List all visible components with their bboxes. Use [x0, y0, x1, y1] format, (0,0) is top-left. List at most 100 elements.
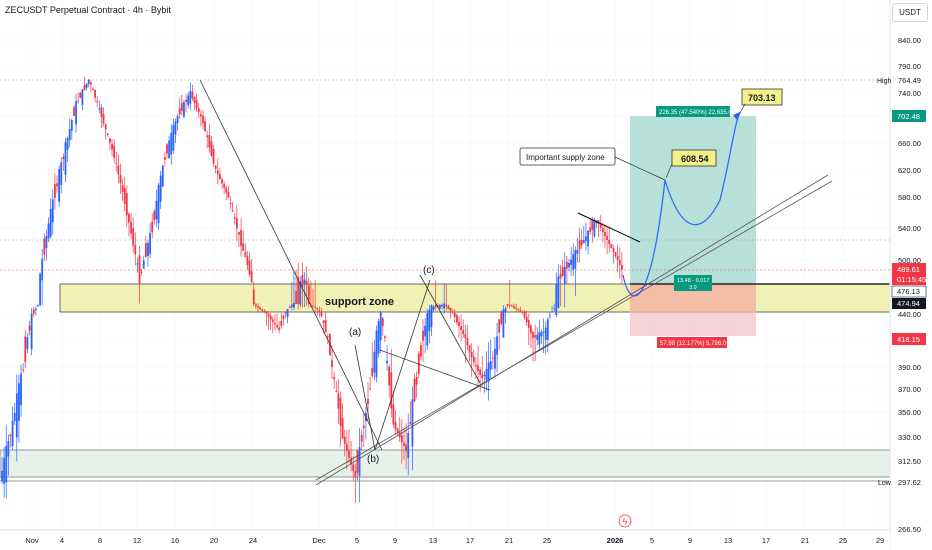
candle-body [64, 142, 67, 175]
candle-body [257, 306, 259, 308]
candle-body [515, 307, 518, 309]
time-tick-label: 21 [801, 536, 809, 545]
time-tick-label: 13 [429, 536, 437, 545]
candle-body [337, 393, 340, 409]
bottom-demand-zone [0, 449, 891, 478]
candle-body [189, 91, 192, 104]
candlestick-series [1, 76, 623, 503]
supply-zone-pointer [614, 156, 666, 181]
candle-body [100, 107, 103, 117]
candle-body [261, 309, 264, 311]
wave-a-b [354, 344, 376, 451]
stop-price-text: 418.15 [897, 335, 920, 344]
candle-body [130, 221, 132, 234]
candle-body [582, 240, 585, 244]
candle-body [441, 304, 443, 307]
candle-body [204, 121, 207, 132]
candle-body [47, 223, 50, 239]
candle-body [202, 115, 204, 124]
candle-body [250, 271, 253, 283]
candle-body [551, 311, 553, 313]
candle-body [185, 99, 187, 103]
candle-body [242, 243, 245, 251]
candle-body [303, 279, 306, 284]
candle-body [498, 319, 501, 333]
candle-body [96, 101, 99, 103]
wave-b-c [374, 279, 431, 451]
wedge-lower [419, 274, 481, 384]
price-tick-label: 330.00 [898, 433, 921, 442]
price-tick-label: 500.00 [898, 256, 921, 265]
candle-body [288, 306, 291, 309]
candle-body [477, 365, 479, 372]
candle-body [390, 372, 393, 409]
candle-body [168, 140, 171, 159]
candle-body [485, 368, 488, 381]
candle-body [460, 326, 462, 330]
candle-body [240, 230, 242, 246]
target-2-pointer [739, 103, 746, 114]
candle-body [489, 361, 492, 370]
zone-top-text: 476.13 [897, 287, 920, 296]
low-value: 297.62 [898, 478, 921, 487]
candle-body [322, 320, 325, 323]
target-price-tag [892, 110, 926, 122]
supply-zone-callout[interactable] [519, 147, 616, 166]
candle-body [348, 450, 350, 458]
candle-body [424, 325, 427, 337]
candle-body [39, 273, 41, 306]
candle-body [405, 444, 407, 452]
event-icon[interactable] [618, 514, 632, 528]
entry-label-text-2: 3.9 [689, 285, 697, 291]
candle-body [206, 135, 209, 138]
candle-body [161, 165, 164, 187]
candle-body [164, 157, 166, 160]
candle-body [540, 331, 543, 337]
candle-body [491, 357, 494, 359]
candle-body [37, 305, 39, 307]
candle-body [538, 332, 541, 345]
candle-body [216, 170, 219, 175]
candle-body [53, 184, 56, 198]
candle-body [367, 399, 369, 405]
price-tick-label: 390.00 [898, 363, 921, 372]
candle-body [585, 236, 587, 241]
target-2-box[interactable] [741, 88, 783, 106]
candle-body [532, 331, 534, 339]
candle-body [464, 334, 467, 338]
candle-body [142, 260, 145, 269]
candle-body [11, 420, 14, 446]
currency-unit-button[interactable]: USDT [892, 3, 928, 22]
candle-body [60, 162, 63, 186]
price-tick-label: 580.00 [898, 193, 921, 202]
candle-body [26, 337, 29, 350]
candle-body [557, 276, 560, 308]
candle-body [434, 304, 437, 308]
candle-body [58, 169, 61, 202]
candle-body [606, 236, 608, 240]
candle-body [513, 306, 515, 308]
candle-body [193, 97, 196, 103]
candle-body [9, 434, 12, 436]
projection-curve [622, 112, 741, 297]
candle-body [422, 330, 424, 341]
candle-body [371, 367, 374, 376]
candle-body [265, 312, 268, 314]
candle-body [246, 256, 249, 266]
time-axis-panel[interactable] [0, 530, 890, 550]
candle-body [102, 114, 105, 124]
price-tick-label: 266.50 [898, 525, 921, 534]
candle-body [212, 149, 215, 164]
target-1-box[interactable] [671, 149, 717, 167]
time-tick-label: 13 [724, 536, 732, 545]
candle-body [214, 165, 217, 169]
price-tick-label: 660.00 [898, 139, 921, 148]
candle-body [276, 324, 278, 328]
candle-body [231, 210, 234, 212]
candle-body [83, 85, 86, 90]
time-tick-label: 21 [505, 536, 513, 545]
zone-top-tag [891, 285, 927, 298]
candle-body [73, 107, 75, 116]
candle-body [612, 248, 615, 252]
